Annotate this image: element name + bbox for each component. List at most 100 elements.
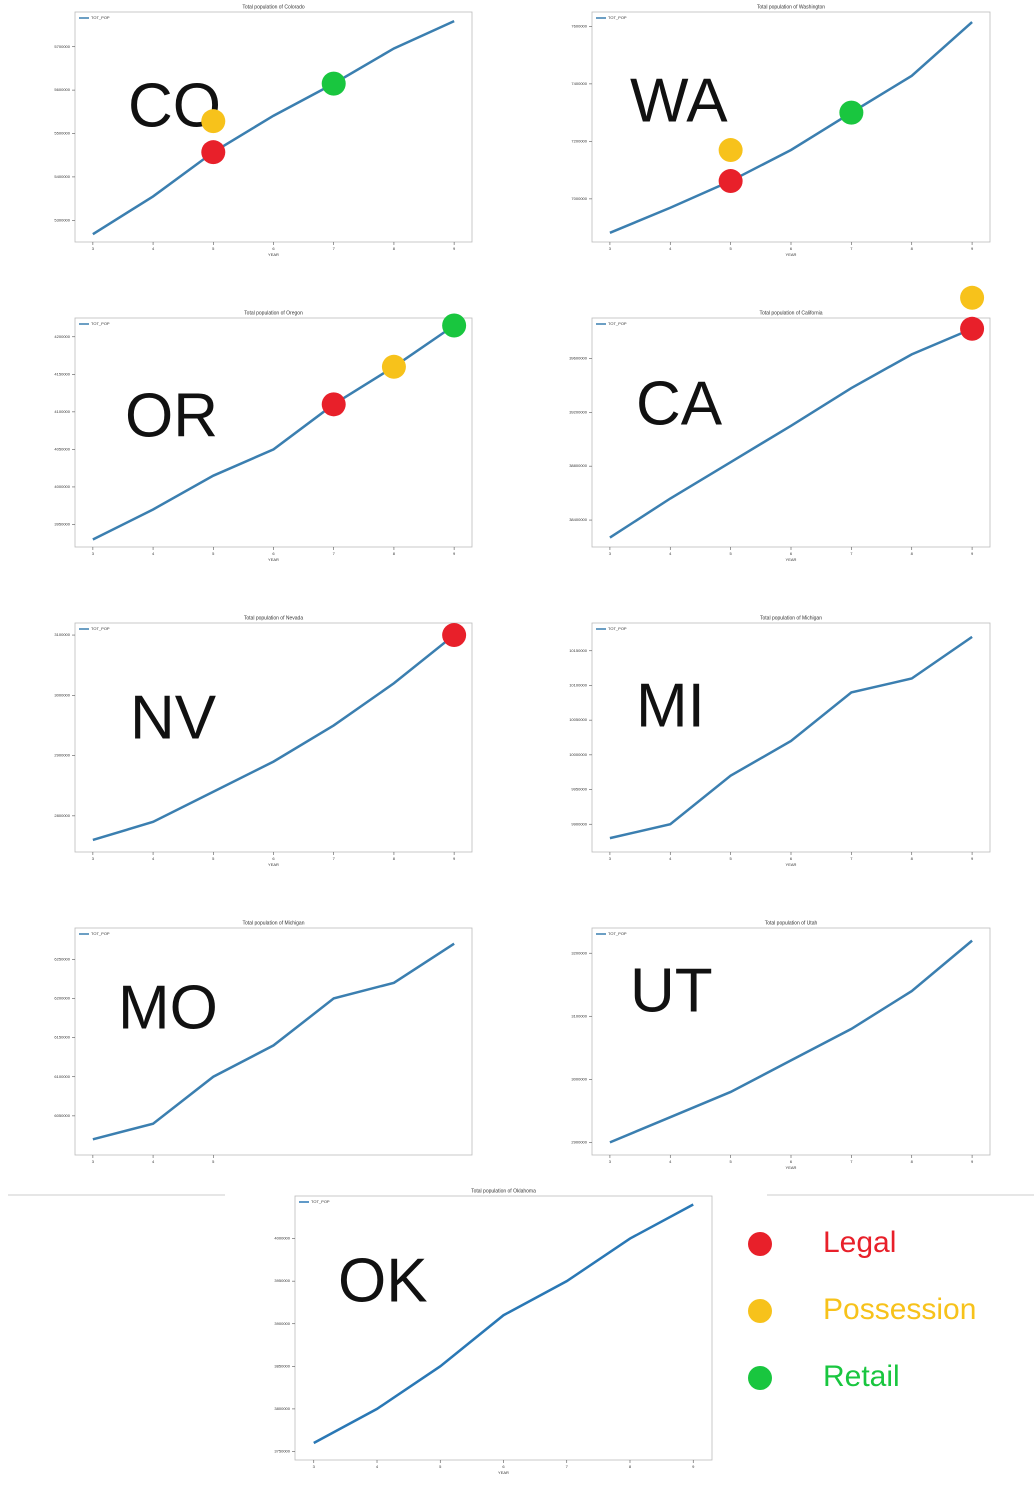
x-tick-label: 3 xyxy=(609,246,612,251)
chart-title: Total population of Oregon xyxy=(244,310,303,316)
x-tick-label: 8 xyxy=(629,1464,632,1469)
x-tick-label: 5 xyxy=(730,551,733,556)
legend-dot xyxy=(748,1299,772,1323)
state-label: WA xyxy=(630,66,728,135)
status-marker xyxy=(321,71,346,96)
y-tick-label: 4150000 xyxy=(54,371,70,376)
legend-label: TOT_POP xyxy=(608,321,627,326)
y-tick-label: 3100000 xyxy=(571,1013,587,1018)
status-marker xyxy=(718,138,743,163)
data-line xyxy=(92,942,455,1141)
x-axis-label: YEAR xyxy=(786,1165,797,1170)
x-tick-label: 4 xyxy=(152,856,155,861)
x-tick-label: 9 xyxy=(453,246,456,251)
y-tick-label: 10000000 xyxy=(569,752,588,757)
x-tick-label: 6 xyxy=(272,246,275,251)
y-tick-label: 3000000 xyxy=(54,692,70,697)
legend-label: TOT_POP xyxy=(311,1199,330,1204)
x-tick-label: 6 xyxy=(790,856,793,861)
y-tick-label: 39200000 xyxy=(569,409,588,414)
x-tick-label: 5 xyxy=(212,856,215,861)
y-tick-label: 38800000 xyxy=(569,463,588,468)
chart-title: Total population of California xyxy=(759,310,822,316)
status-marker xyxy=(381,354,406,379)
data-line xyxy=(92,19,455,236)
state-label: OK xyxy=(338,1246,428,1315)
x-tick-label: 7 xyxy=(850,856,853,861)
state-label: MO xyxy=(118,973,218,1042)
legend-label: TOT_POP xyxy=(608,626,627,631)
x-axis-label: YEAR xyxy=(268,252,279,257)
status-marker xyxy=(201,109,226,134)
x-tick-label: 3 xyxy=(609,856,612,861)
y-tick-label: 7600000 xyxy=(571,23,587,28)
state-label: MI xyxy=(636,671,705,740)
y-tick-label: 39600000 xyxy=(569,355,588,360)
x-tick-label: 3 xyxy=(609,1159,612,1164)
y-tick-label: 9950000 xyxy=(571,787,587,792)
y-tick-label: 2900000 xyxy=(54,753,70,758)
x-tick-label: 6 xyxy=(790,551,793,556)
y-tick-label: 5600000 xyxy=(54,87,70,92)
x-tick-label: 8 xyxy=(393,551,396,556)
y-tick-label: 3900000 xyxy=(274,1321,290,1326)
status-marker xyxy=(321,392,346,417)
chart-title: Total population of Washington xyxy=(757,4,825,10)
legend-label: TOT_POP xyxy=(91,626,110,631)
y-tick-label: 6250000 xyxy=(54,956,70,961)
x-tick-label: 7 xyxy=(333,246,336,251)
x-tick-label: 5 xyxy=(439,1464,442,1469)
data-line xyxy=(609,327,973,539)
x-tick-label: 7 xyxy=(566,1464,569,1469)
x-tick-label: 3 xyxy=(313,1464,316,1469)
x-tick-label: 4 xyxy=(152,1159,155,1164)
x-tick-label: 5 xyxy=(212,246,215,251)
state-label: NV xyxy=(130,683,217,752)
y-tick-label: 4000000 xyxy=(274,1236,290,1241)
x-tick-label: 9 xyxy=(453,856,456,861)
status-marker xyxy=(960,316,985,341)
data-line xyxy=(609,939,973,1144)
x-tick-label: 4 xyxy=(376,1464,379,1469)
data-line xyxy=(609,635,973,840)
x-tick-label: 6 xyxy=(272,856,275,861)
x-tick-label: 3 xyxy=(92,551,95,556)
y-tick-label: 7400000 xyxy=(571,81,587,86)
x-tick-label: 4 xyxy=(669,246,672,251)
legend-text: Possession xyxy=(823,1293,976,1326)
x-tick-label: 8 xyxy=(393,246,396,251)
y-tick-label: 38400000 xyxy=(569,517,588,522)
legend-dot xyxy=(748,1232,772,1256)
y-tick-label: 3950000 xyxy=(54,522,70,527)
x-tick-label: 7 xyxy=(850,551,853,556)
y-tick-label: 4050000 xyxy=(54,446,70,451)
y-tick-label: 5500000 xyxy=(54,131,70,136)
y-tick-label: 7000000 xyxy=(571,196,587,201)
y-tick-label: 3950000 xyxy=(274,1278,290,1283)
legend-label: TOT_POP xyxy=(91,321,110,326)
y-tick-label: 3750000 xyxy=(274,1449,290,1454)
y-tick-label: 5300000 xyxy=(54,217,70,222)
y-tick-label: 4200000 xyxy=(54,334,70,339)
x-tick-label: 6 xyxy=(272,551,275,556)
y-tick-label: 4000000 xyxy=(54,484,70,489)
status-marker xyxy=(960,285,985,310)
x-axis-label: YEAR xyxy=(268,862,279,867)
x-tick-label: 9 xyxy=(453,551,456,556)
y-tick-label: 6150000 xyxy=(54,1035,70,1040)
x-tick-label: 4 xyxy=(669,1159,672,1164)
y-tick-label: 6050000 xyxy=(54,1113,70,1118)
x-tick-label: 7 xyxy=(850,1159,853,1164)
x-tick-label: 3 xyxy=(92,246,95,251)
y-tick-label: 7200000 xyxy=(571,138,587,143)
y-tick-label: 10150000 xyxy=(569,648,588,653)
x-tick-label: 4 xyxy=(669,551,672,556)
chart-title: Total population of Oklahoma xyxy=(471,1188,536,1194)
x-tick-label: 4 xyxy=(152,551,155,556)
data-line xyxy=(609,21,973,234)
x-tick-label: 6 xyxy=(502,1464,505,1469)
status-marker xyxy=(442,313,467,338)
x-tick-label: 9 xyxy=(692,1464,695,1469)
x-tick-label: 4 xyxy=(152,246,155,251)
x-tick-label: 7 xyxy=(850,246,853,251)
